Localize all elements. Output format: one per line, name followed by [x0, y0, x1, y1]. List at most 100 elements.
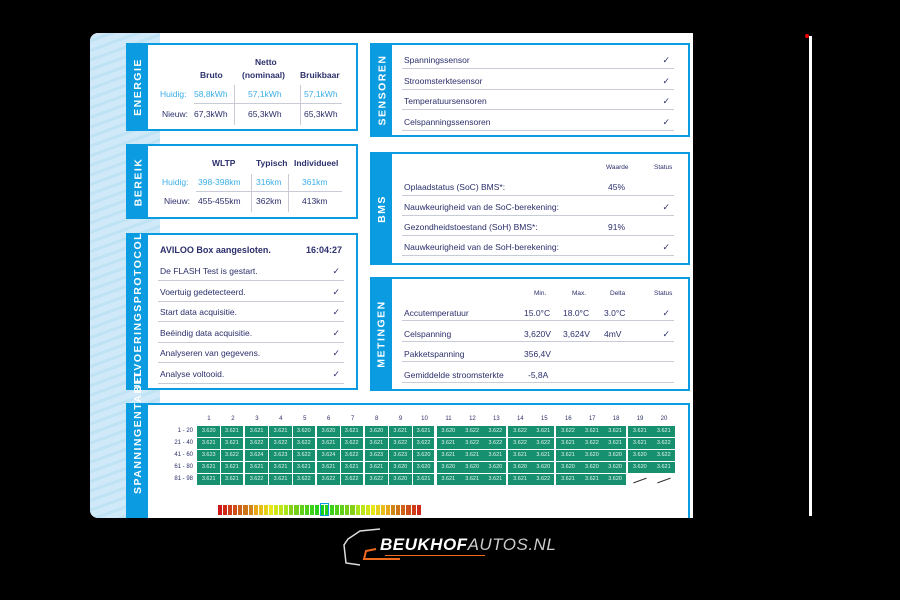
- bms-row: Gezondheidstoestand (SoH) BMS*: 91%: [402, 216, 674, 236]
- column-header: 9: [398, 416, 403, 422]
- voltage-color-scale: [218, 505, 422, 515]
- bms-row: Nauwkeurigheid van de SoH-berekening: ✓: [402, 236, 674, 256]
- voltage-cell: 3.624: [316, 450, 341, 461]
- bms-label: Gezondheidstoestand (SoH) BMS*:: [404, 222, 538, 232]
- row-label: 81 - 98: [174, 476, 193, 482]
- value: 67,3kWh: [194, 109, 228, 119]
- scale-segment: [365, 505, 371, 515]
- sensor-item: Stroomsterktesensor ✓: [402, 70, 674, 90]
- metingen-min: 356,4V: [524, 349, 551, 359]
- column-header: 16: [564, 416, 572, 422]
- col-delta: Delta: [610, 290, 626, 297]
- voltage-cell: 3.621: [460, 450, 484, 461]
- scale-segment: [355, 505, 361, 515]
- column-header: 18: [612, 416, 620, 422]
- voltage-cell: 3.621: [268, 474, 293, 485]
- value: 316km: [256, 177, 282, 187]
- voltage-cell: 3.622: [484, 438, 507, 449]
- voltage-cell: 3.620: [436, 462, 460, 473]
- voltage-cell: 3.621: [652, 462, 676, 473]
- voltage-cell: 3.624: [244, 450, 269, 461]
- protocol-item-label: Analyse voltooid.: [160, 368, 225, 379]
- column-header: 19: [636, 416, 644, 422]
- protocol-item-label: Start data acquisitie.: [160, 307, 238, 317]
- voltage-cell: 3.621: [388, 426, 413, 437]
- voltage-cell: 3.621: [220, 474, 243, 485]
- scale-segment: [218, 505, 224, 515]
- scale-segment: [350, 505, 356, 515]
- bms-value: 45%: [608, 182, 626, 192]
- voltage-cell: 3.622: [388, 438, 413, 449]
- voltage-cell: 3.621: [580, 474, 604, 485]
- voltage-cell: 3.621: [340, 426, 363, 437]
- logo-brand: BEUKHOF: [380, 535, 468, 554]
- scale-segment: [360, 505, 366, 515]
- bms-panel: BMS Waarde Status Oplaadstatus (SoC) BMS…: [370, 152, 690, 265]
- voltage-cell: 3.623: [364, 450, 389, 461]
- scale-segment: [319, 505, 325, 515]
- voltage-cell: 3.622: [316, 474, 341, 485]
- sensor-label: Spanningssensor: [404, 55, 470, 65]
- column-header: 15: [540, 416, 548, 422]
- voltage-cell: 3.622: [652, 450, 676, 461]
- voltage-cell: 3.622: [652, 438, 676, 449]
- scale-segment: [416, 505, 422, 515]
- voltage-cell: 3.622: [292, 438, 315, 449]
- metingen-min: 3,620V: [524, 328, 551, 339]
- check-icon: ✓: [662, 116, 670, 127]
- scale-segment: [381, 505, 387, 515]
- voltage-cell: 3.621: [316, 438, 341, 449]
- voltage-cell: 3.622: [532, 438, 555, 449]
- col-status: Status: [654, 290, 673, 297]
- col-netto: Netto: [255, 57, 277, 67]
- energie-panel: ENERGIE Bruto Netto (nominaal) Bruikbaar…: [126, 43, 358, 131]
- row-label: 41 - 60: [174, 452, 193, 458]
- col-status: Status: [654, 164, 673, 171]
- voltage-cell: 3.620: [412, 450, 435, 461]
- scale-segment: [279, 505, 285, 515]
- bms-label: BMS: [372, 154, 392, 263]
- protocol-item-label: Beëindig data acquisitie.: [160, 327, 253, 338]
- bms-row: Oplaadstatus (SoC) BMS*: 45%: [402, 176, 674, 196]
- voltage-cell: 3.621: [220, 438, 243, 449]
- voltage-cell: 3.622: [244, 438, 269, 449]
- voltage-cell: 3.621: [532, 450, 555, 461]
- value: 413km: [302, 196, 328, 206]
- voltage-cell: 3.621: [244, 462, 269, 473]
- check-icon: ✓: [662, 308, 670, 318]
- voltage-cell: 3.622: [340, 450, 363, 461]
- metingen-row: Gemiddelde stroomsterkte -5,8A: [402, 363, 674, 383]
- voltage-cell: 3.622: [460, 426, 484, 437]
- check-icon: ✓: [332, 286, 340, 297]
- voltage-cell: 3.621: [556, 474, 580, 485]
- metingen-max: 3,624V: [563, 328, 590, 339]
- voltage-cell: 3.621: [532, 426, 555, 437]
- nieuw-label: Nieuw:: [164, 196, 190, 206]
- voltage-cell: 3.622: [580, 438, 604, 449]
- voltage-cell: 3.621: [412, 426, 435, 437]
- huidig-label: Huidig:: [160, 89, 187, 99]
- voltage-cell: 3.621: [244, 426, 269, 437]
- voltage-cell: 3.621: [508, 474, 532, 485]
- column-header: 17: [588, 416, 596, 422]
- voltage-cell: 3.620: [604, 462, 627, 473]
- voltage-cell: 3.620: [388, 474, 413, 485]
- col-bruto: Bruto: [200, 70, 223, 80]
- scale-segment: [304, 505, 310, 515]
- col-individueel: Individueel: [294, 158, 339, 168]
- metingen-min: 15.0°C: [524, 308, 551, 318]
- voltage-cell: 3.622: [292, 450, 315, 461]
- voltage-cell: 3.621: [292, 462, 315, 473]
- scale-marker: [320, 503, 329, 516]
- bereik-panel: BEREIK WLTP Typisch Individueel Huidig: …: [126, 144, 358, 219]
- sensor-label: Stroomsterktesensor: [404, 75, 483, 86]
- scale-segment: [345, 505, 351, 515]
- voltage-cell: 3.621: [220, 462, 243, 473]
- protocol-item-label: Analyseren van gegevens.: [160, 348, 261, 358]
- metingen-row: Celspanning 3,620V 3,624V 4mV ✓: [402, 322, 674, 342]
- scale-segment: [228, 505, 234, 515]
- scale-segment: [294, 505, 300, 515]
- value: 65,3kWh: [304, 109, 338, 119]
- scale-segment: [258, 505, 264, 515]
- metingen-row: Accutemperatuur 15.0°C 18.0°C 3.0°C ✓: [402, 301, 674, 321]
